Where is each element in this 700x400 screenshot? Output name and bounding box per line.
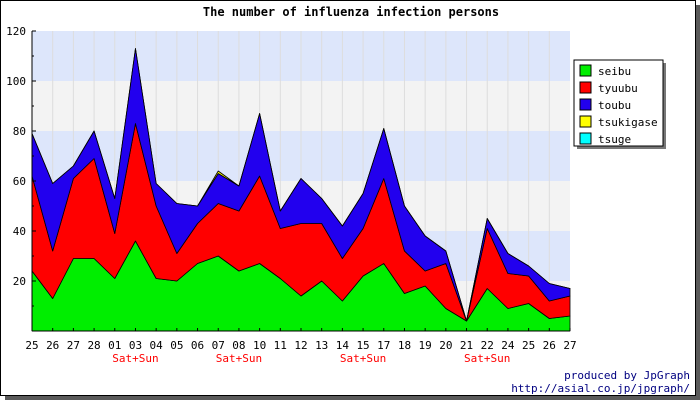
legend-label-seibu: seibu: [598, 65, 631, 78]
x-tick-label: 11: [274, 339, 287, 352]
x-tick-label: 21: [460, 339, 473, 352]
legend-label-tsukigase: tsukigase: [598, 116, 658, 129]
credit-produced-by: produced by JpGraph: [564, 369, 690, 382]
y-tick-label: 120: [6, 25, 26, 38]
x-tick-label: 04: [150, 339, 164, 352]
x-tick-label: 22: [481, 339, 494, 352]
x-tick-label: 14: [336, 339, 350, 352]
x-tick-label: 25: [25, 339, 38, 352]
x-tick-label: 26: [46, 339, 59, 352]
legend-label-tyuubu: tyuubu: [598, 82, 638, 95]
series-area-tsukigase: [31, 48, 571, 322]
x-tick-label: 06: [191, 339, 204, 352]
legend-swatch-tsuge: [579, 132, 592, 145]
x-tick-label: 07: [212, 339, 225, 352]
credit-link[interactable]: http://asial.co.jp/jpgraph/: [511, 382, 690, 395]
x-tick-label: 10: [253, 339, 266, 352]
x-tick-label: 27: [563, 339, 576, 352]
x-tick-label: 24: [501, 339, 515, 352]
x-tick-label: 01: [108, 339, 121, 352]
axes: [31, 30, 571, 332]
legend-label-tsuge: tsuge: [598, 133, 631, 146]
x-tick-label: 08: [232, 339, 245, 352]
legend-swatch-toubu: [579, 98, 592, 111]
x-tick-label: 26: [543, 339, 556, 352]
x-sublabel-weekend: Sat+Sun: [340, 352, 386, 365]
chart-title: The number of influenza infection person…: [203, 5, 499, 19]
legend-label-toubu: toubu: [598, 99, 631, 112]
y-tick-label: 80: [13, 125, 26, 138]
x-tick-label: 27: [67, 339, 80, 352]
credit-url[interactable]: http://asial.co.jp/jpgraph/: [511, 382, 690, 395]
x-tick-label: 12: [294, 339, 307, 352]
x-sublabel-weekend: Sat+Sun: [112, 352, 158, 365]
x-tick-label: 19: [419, 339, 432, 352]
x-tick-label: 13: [315, 339, 328, 352]
x-tick-label: 28: [87, 339, 100, 352]
x-sublabel-weekend: Sat+Sun: [216, 352, 262, 365]
legend: seibu tyuubu toubu tsukigase tsuge: [573, 59, 666, 149]
y-tick-label: 100: [6, 75, 26, 88]
x-tick-label: 15: [356, 339, 369, 352]
y-tick-label: 60: [13, 175, 26, 188]
x-tick-label: 20: [439, 339, 452, 352]
legend-swatch-tyuubu: [579, 81, 592, 94]
x-tick-label: 18: [398, 339, 411, 352]
x-tick-label: 17: [377, 339, 390, 352]
x-tick-label: 03: [129, 339, 142, 352]
x-tick-label: 25: [522, 339, 535, 352]
x-sublabel-weekend: Sat+Sun: [464, 352, 510, 365]
legend-swatch-seibu: [579, 64, 592, 77]
y-tick-label: 40: [13, 225, 26, 238]
x-tick-label: 05: [170, 339, 183, 352]
y-axis-tick-labels: 20 40 60 80 100 120: [6, 25, 26, 288]
y-tick-label: 20: [13, 275, 26, 288]
legend-swatch-tsukigase: [579, 115, 592, 128]
influenza-area-chart: The number of influenza infection person…: [6, 5, 690, 395]
